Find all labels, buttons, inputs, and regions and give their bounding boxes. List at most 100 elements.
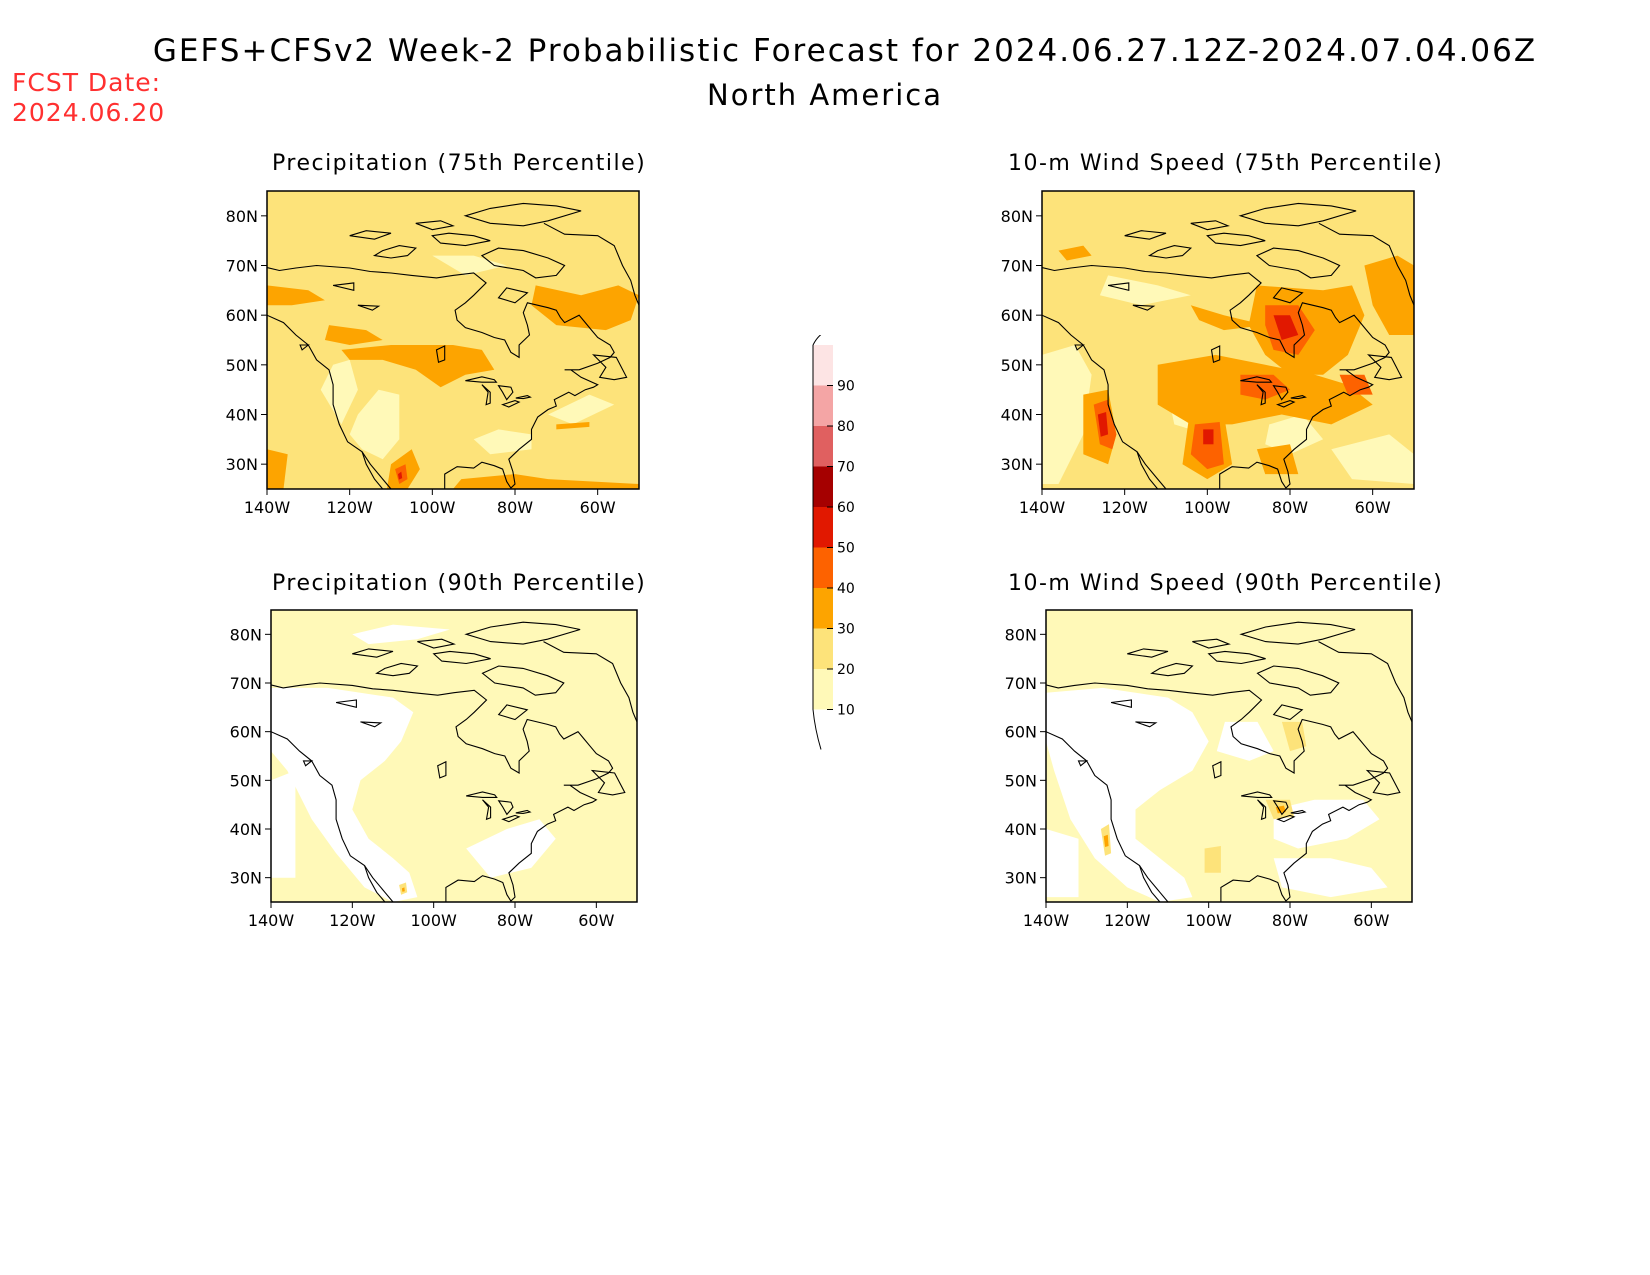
- lat-label: 50N: [226, 356, 258, 375]
- lat-label: 30N: [1001, 455, 1033, 474]
- coastline-island: [375, 662, 419, 677]
- shading-region-c30: [453, 474, 639, 489]
- lon-label: 140W: [1019, 498, 1066, 517]
- lat-label: 50N: [1001, 356, 1033, 375]
- coastline-layer: [1042, 202, 1414, 489]
- lat-label: 40N: [1005, 820, 1037, 839]
- coastline-island: [1127, 648, 1169, 658]
- panel-title-wind75: 10-m Wind Speed (75th Percentile): [1008, 151, 1444, 176]
- coastline-lake: [437, 760, 447, 779]
- lat-label: 30N: [226, 455, 258, 474]
- colorbar-swatch-c50: [813, 507, 833, 548]
- coastline-lake: [515, 395, 532, 400]
- coastline-greenland: [543, 641, 637, 723]
- lon-label: 100W: [1184, 498, 1231, 517]
- coastline-lake: [1257, 799, 1267, 821]
- shading-region-white: [1273, 799, 1380, 849]
- map-frame: [266, 190, 640, 490]
- coastline-island: [1239, 621, 1356, 645]
- coastline-lake: [360, 721, 383, 728]
- chart-title: GEFS+CFSv2 Week-2 Probabilistic Forecast…: [152, 33, 1538, 69]
- lon-label: 100W: [409, 498, 456, 517]
- colorbar-swatch-c70: [813, 426, 833, 467]
- coastline-baja: [361, 451, 384, 489]
- lat-label: 80N: [226, 207, 258, 226]
- coastline-island: [372, 245, 418, 259]
- colorbar-swatch-c60: [813, 466, 833, 507]
- shading-region-c40: [1190, 422, 1224, 470]
- map-precip75: 80N 70N 60N 50N 40N 30N 140W 120W 100W 80W 60W: [226, 190, 640, 517]
- coastline-lake: [1290, 395, 1307, 400]
- map-wind90: 80N 70N 60N 50N 40N 30N 140W 120W 100W 80W 60W: [1005, 609, 1413, 930]
- coastline-island: [1255, 247, 1341, 279]
- coastline-island: [463, 202, 582, 227]
- shading-region-c30: [324, 325, 383, 345]
- coastline-island: [481, 665, 565, 696]
- shading-region-white: [352, 624, 450, 645]
- shading-region-c30: [401, 887, 405, 892]
- coastline-island: [590, 769, 626, 796]
- lon-label: 120W: [329, 911, 376, 930]
- colorbar-cap-bottom: [812, 709, 822, 750]
- lon-label: 140W: [248, 911, 295, 930]
- lat-label: 70N: [230, 674, 262, 693]
- lon-label: 60W: [1355, 498, 1391, 517]
- colorbar-swatch-c30: [813, 588, 833, 629]
- shading-region-c30: [1058, 245, 1092, 261]
- lat-label: 40N: [226, 406, 258, 425]
- shading-layer: [1046, 610, 1412, 902]
- colorbar-tick-label: 20: [837, 662, 855, 678]
- shading-region-c30: [1190, 305, 1266, 331]
- coastline-east: [267, 264, 615, 489]
- coastline-island: [1206, 232, 1266, 247]
- shading-layer: [271, 610, 637, 902]
- shading-region-c30: [556, 422, 590, 430]
- shading-region-c10: [349, 389, 400, 460]
- shading-region-c30: [531, 285, 639, 331]
- coastline-east: [271, 682, 614, 902]
- lat-label: 80N: [1005, 625, 1037, 644]
- lon-label: 60W: [580, 498, 616, 517]
- panel-title-precip75: Precipitation (75th Percentile): [272, 151, 647, 176]
- shading-region-white: [1216, 721, 1274, 761]
- coastline-lake: [1135, 721, 1158, 728]
- shading-region-c40: [1339, 374, 1373, 395]
- colorbar-tick-label: 70: [837, 460, 855, 476]
- coastline-lake: [1256, 384, 1266, 406]
- coastline-lake: [1290, 809, 1307, 814]
- colorbar: 10 20 30 40 50 60 70 80 90: [812, 335, 855, 750]
- shading-region-c10: [320, 359, 358, 425]
- coastline-lake: [1275, 400, 1296, 408]
- lon-label: 80W: [497, 498, 533, 517]
- lat-label: 50N: [230, 771, 262, 790]
- shading-region-c20: [1281, 721, 1307, 752]
- coastline-baja: [1138, 865, 1161, 902]
- colorbar-tick-label: 30: [837, 622, 855, 638]
- coastline-greenland: [1318, 222, 1414, 306]
- coastline-lake: [1210, 345, 1221, 364]
- coastline-island: [417, 638, 456, 649]
- lat-label: 60N: [226, 306, 258, 325]
- coastline-baja: [1136, 451, 1159, 489]
- coastline-lake: [465, 376, 498, 383]
- coastline-lake: [1132, 304, 1156, 311]
- lat-label: 80N: [1001, 207, 1033, 226]
- lon-label: 80W: [497, 911, 533, 930]
- lat-label: 60N: [1005, 723, 1037, 742]
- lat-label: 60N: [230, 723, 262, 742]
- map-wind75: 80N 70N 60N 50N 40N 30N 140W 120W 100W 80W 60W: [1001, 190, 1415, 517]
- shading-region-white: [1273, 858, 1388, 898]
- lat-label: 30N: [230, 869, 262, 888]
- coastline-island: [1147, 245, 1193, 259]
- colorbar-tick-label: 10: [837, 703, 855, 719]
- map-frame: [1041, 190, 1415, 490]
- coastline-island: [349, 230, 392, 240]
- lat-label: 40N: [1001, 406, 1033, 425]
- coastline-island: [1207, 650, 1266, 665]
- coastline-island: [1190, 220, 1230, 231]
- colorbar-cap-top: [812, 335, 822, 346]
- shading-region-c10: [1099, 275, 1191, 306]
- coastline-lake: [515, 809, 532, 814]
- colorbar-swatch-c20: [813, 628, 833, 669]
- coastline-lake: [435, 345, 446, 364]
